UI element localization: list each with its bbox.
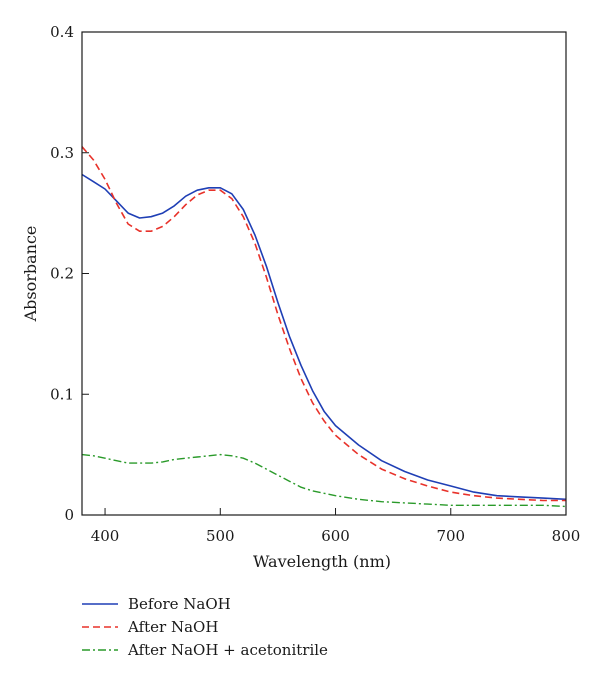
x-tick-label: 600 (321, 527, 350, 545)
legend-label-before-naoh: Before NaOH (128, 594, 231, 613)
y-tick-label: 0 (64, 506, 74, 524)
legend-item-after-naoh: After NaOH (82, 615, 328, 638)
series-line-2 (81, 453, 567, 508)
series-line-1 (81, 146, 566, 502)
legend-swatch-after-naoh (82, 625, 118, 628)
legend-label-after-naoh: After NaOH (128, 617, 219, 636)
legend-swatch-before-naoh (82, 602, 118, 605)
plot-frame (81, 31, 567, 516)
x-tick-label: 400 (91, 527, 120, 545)
y-tick-label: 0.1 (50, 385, 74, 403)
series-line-0 (81, 173, 567, 501)
x-tick-label: 500 (206, 527, 235, 545)
x-tick-label: 700 (436, 527, 465, 545)
legend-label-after-naoh-acetonitrile: After NaOH + acetonitrile (128, 640, 328, 659)
x-axis-label: Wavelength (nm) (253, 552, 391, 571)
y-tick-label: 0.3 (50, 144, 74, 162)
y-tick-label: 0.2 (50, 265, 74, 283)
x-tick-label: 800 (552, 527, 581, 545)
absorbance-chart: 400 500 600 700 800 0 0.1 0.2 0.3 0.4 Wavelength (… (21, 23, 581, 571)
legend-item-before-naoh: Before NaOH (82, 592, 328, 615)
legend-item-after-naoh-acetonitrile: After NaOH + acetonitrile (82, 638, 328, 661)
y-axis-label: Absorbance (21, 226, 40, 323)
chart-legend: Before NaOH After NaOH After NaOH + acet… (82, 592, 328, 661)
legend-swatch-after-naoh-acetonitrile (82, 648, 118, 651)
y-tick-label: 0.4 (50, 23, 74, 41)
